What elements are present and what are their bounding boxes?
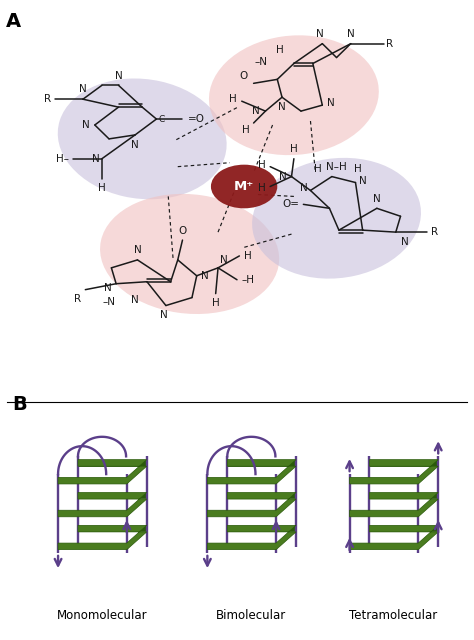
- Text: N: N: [279, 172, 287, 182]
- Polygon shape: [58, 460, 147, 484]
- Text: H: H: [276, 45, 283, 54]
- Polygon shape: [370, 460, 438, 465]
- Text: H: H: [290, 144, 298, 154]
- Text: N: N: [401, 237, 408, 247]
- Text: O=: O=: [283, 199, 300, 209]
- Text: C: C: [159, 115, 165, 124]
- Ellipse shape: [252, 158, 421, 278]
- Text: N: N: [347, 29, 355, 39]
- Text: H: H: [354, 164, 362, 173]
- Text: –N: –N: [102, 296, 116, 307]
- Text: O: O: [240, 71, 248, 81]
- Text: H: H: [258, 159, 265, 170]
- Ellipse shape: [58, 79, 227, 199]
- Text: N: N: [79, 84, 87, 95]
- Polygon shape: [370, 526, 438, 531]
- Polygon shape: [350, 493, 438, 517]
- Text: H: H: [258, 184, 265, 193]
- Polygon shape: [208, 525, 296, 550]
- Text: Tetramolecular: Tetramolecular: [349, 609, 438, 622]
- Text: N: N: [104, 283, 111, 292]
- Text: Bimolecular: Bimolecular: [216, 609, 286, 622]
- Text: H: H: [98, 182, 106, 193]
- Text: O: O: [178, 226, 187, 236]
- Text: N: N: [131, 294, 139, 305]
- Polygon shape: [78, 460, 147, 465]
- Text: R: R: [44, 94, 51, 104]
- Text: M⁺: M⁺: [234, 180, 254, 193]
- Text: –N: –N: [254, 56, 267, 67]
- Text: N: N: [301, 184, 308, 193]
- Text: N: N: [160, 310, 167, 320]
- Text: A: A: [6, 12, 21, 31]
- Ellipse shape: [100, 194, 279, 314]
- Polygon shape: [58, 525, 147, 550]
- Polygon shape: [228, 460, 296, 465]
- Text: H: H: [314, 164, 321, 173]
- Polygon shape: [208, 460, 296, 484]
- Text: N: N: [373, 193, 381, 204]
- Text: N: N: [359, 175, 367, 186]
- Polygon shape: [58, 493, 147, 517]
- Text: H: H: [242, 125, 250, 135]
- Text: B: B: [12, 395, 27, 414]
- Polygon shape: [228, 493, 296, 499]
- Text: N: N: [92, 154, 100, 164]
- Text: R: R: [74, 294, 82, 303]
- Text: R: R: [386, 38, 393, 49]
- Text: H: H: [212, 298, 219, 308]
- Text: N: N: [201, 271, 209, 281]
- Polygon shape: [350, 460, 438, 484]
- Polygon shape: [350, 525, 438, 550]
- Polygon shape: [228, 526, 296, 531]
- Text: N–H: N–H: [326, 162, 347, 172]
- Ellipse shape: [209, 35, 379, 155]
- Text: H–: H–: [56, 154, 69, 164]
- Ellipse shape: [211, 164, 277, 208]
- Text: N: N: [327, 98, 335, 108]
- Text: N: N: [131, 140, 139, 150]
- Text: N: N: [278, 102, 286, 112]
- Text: H: H: [229, 94, 237, 104]
- Text: N: N: [134, 245, 141, 255]
- Polygon shape: [78, 493, 147, 499]
- Text: –H: –H: [242, 275, 255, 285]
- Text: N: N: [220, 255, 228, 265]
- Polygon shape: [78, 526, 147, 531]
- Text: H: H: [244, 251, 252, 261]
- Text: N: N: [316, 29, 324, 39]
- Polygon shape: [208, 493, 296, 517]
- Polygon shape: [370, 493, 438, 499]
- Text: Monomolecular: Monomolecular: [56, 609, 147, 622]
- Text: N: N: [82, 120, 90, 130]
- Text: N: N: [115, 70, 122, 81]
- Text: =O: =O: [188, 114, 205, 124]
- Text: N: N: [252, 106, 260, 116]
- Text: R: R: [431, 227, 438, 237]
